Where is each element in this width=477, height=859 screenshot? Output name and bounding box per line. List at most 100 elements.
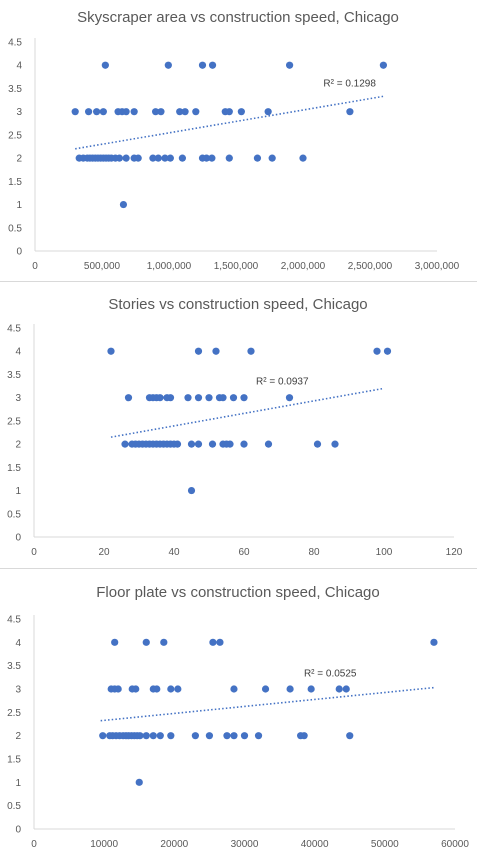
y-tick-label: 4 — [15, 347, 21, 358]
y-tick-label: 1.5 — [7, 755, 21, 766]
data-point — [230, 685, 238, 693]
data-point — [300, 732, 308, 740]
data-point — [99, 108, 107, 116]
data-point — [212, 347, 220, 355]
data-point — [160, 638, 168, 646]
x-tick-label: 50000 — [371, 839, 399, 850]
x-tick-label: 2,500,000 — [348, 261, 393, 272]
data-point — [208, 440, 217, 448]
x-tick-label: 20 — [98, 547, 110, 558]
data-point — [335, 685, 343, 693]
x-tick-label: 0 — [32, 261, 38, 272]
y-tick-label: 2.5 — [8, 130, 22, 141]
chart-title: Floor plate vs construction speed, Chica… — [96, 584, 379, 601]
y-tick-label: 1.5 — [7, 463, 21, 474]
data-point — [209, 638, 217, 646]
y-tick-label: 3.5 — [7, 661, 21, 672]
data-point — [107, 347, 115, 355]
data-point — [184, 394, 192, 402]
x-tick-label: 120 — [446, 547, 463, 558]
data-point — [149, 732, 157, 740]
data-point — [237, 108, 245, 116]
data-point — [261, 685, 270, 693]
chart-panel-area: Skyscraper area vs construction speed, C… — [8, 9, 460, 272]
data-point — [192, 108, 200, 116]
y-tick-label: 0 — [15, 825, 21, 836]
data-point — [205, 394, 213, 402]
y-tick-label: 1 — [15, 778, 21, 789]
y-tick-label: 0.5 — [8, 223, 22, 234]
data-point — [115, 154, 124, 162]
data-point — [136, 732, 144, 740]
y-tick-label: 3 — [15, 685, 21, 696]
data-point — [240, 440, 248, 448]
y-tick-label: 2 — [15, 731, 21, 742]
x-tick-label: 2,000,000 — [281, 261, 326, 272]
data-point — [285, 394, 294, 402]
data-point — [174, 685, 182, 693]
data-point — [71, 108, 79, 116]
x-tick-label: 100 — [376, 547, 393, 558]
data-point — [254, 732, 263, 740]
data-point — [93, 108, 101, 116]
y-tick-label: 1.5 — [8, 177, 22, 188]
y-tick-label: 1 — [16, 200, 22, 211]
y-tick-label: 4 — [16, 61, 22, 72]
data-point — [268, 154, 276, 162]
x-tick-label: 60 — [238, 547, 250, 558]
data-point — [99, 732, 107, 740]
data-point — [216, 638, 224, 646]
data-point — [346, 732, 354, 740]
data-point — [219, 394, 227, 402]
data-point — [142, 732, 150, 740]
data-point — [307, 685, 315, 693]
y-tick-label: 4 — [15, 638, 21, 649]
chart-panel-floor-plate: Floor plate vs construction speed, Chica… — [7, 584, 469, 850]
data-point — [142, 638, 150, 646]
data-point — [208, 154, 216, 162]
y-tick-label: 0.5 — [7, 509, 21, 520]
data-point — [346, 108, 354, 116]
x-tick-label: 20000 — [160, 839, 188, 850]
data-point — [154, 154, 162, 162]
data-point — [121, 440, 129, 448]
data-point — [331, 440, 339, 448]
x-tick-label: 80 — [308, 547, 320, 558]
data-point — [342, 685, 350, 693]
x-tick-label: 0 — [31, 547, 37, 558]
data-point — [226, 440, 234, 448]
data-point — [164, 61, 172, 69]
data-point — [286, 685, 294, 693]
data-point — [85, 108, 93, 116]
data-point — [379, 61, 387, 69]
y-tick-label: 3 — [16, 107, 22, 118]
data-point — [132, 685, 140, 693]
r-squared-label: R² = 0.0937 — [256, 376, 309, 387]
data-point — [430, 638, 438, 646]
data-point — [240, 732, 249, 740]
data-point — [119, 200, 128, 209]
data-point — [187, 486, 196, 495]
data-point — [178, 154, 186, 162]
data-point — [166, 394, 175, 402]
y-tick-label: 0 — [15, 533, 21, 544]
y-tick-label: 4.5 — [8, 38, 22, 49]
data-point — [230, 732, 238, 740]
data-point — [176, 108, 184, 116]
data-point — [122, 154, 130, 162]
data-point — [167, 685, 175, 693]
data-point — [111, 638, 119, 646]
trendline — [100, 686, 435, 722]
data-point — [205, 732, 214, 740]
data-point — [194, 347, 203, 355]
data-point — [166, 154, 174, 162]
data-point — [208, 61, 217, 69]
data-point — [167, 732, 175, 740]
data-point — [198, 61, 207, 69]
data-point — [229, 394, 238, 402]
x-tick-label: 40000 — [301, 839, 329, 850]
x-tick-label: 10000 — [90, 839, 118, 850]
x-tick-label: 60000 — [441, 839, 469, 850]
data-point — [156, 394, 164, 402]
